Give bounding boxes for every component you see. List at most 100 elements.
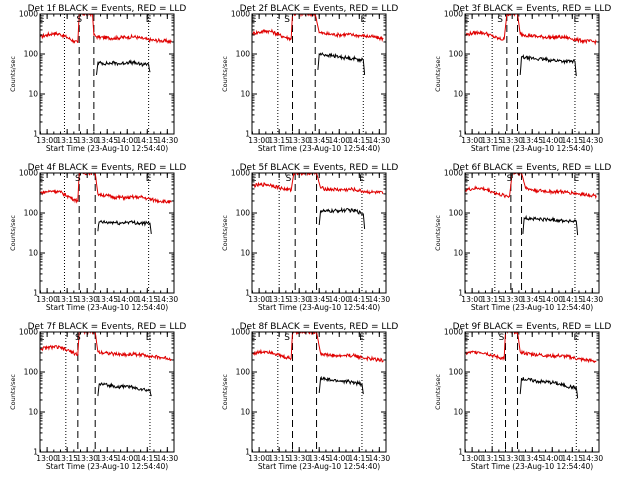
x-axis-label: Start Time (23-Aug-10 12:54:40) — [471, 303, 593, 312]
y-axis-label: Counts/sec — [434, 215, 442, 251]
x-tick-label: 13:30 — [501, 136, 523, 145]
y-tick-label: 10 — [240, 90, 250, 99]
lld-trace — [252, 332, 384, 363]
plot-area — [465, 173, 597, 293]
x-tick-label: 13:45 — [308, 136, 330, 145]
x-tick-label: 14:30 — [369, 295, 391, 304]
x-tick-label: 13:15 — [481, 295, 503, 304]
y-tick-label: 10 — [453, 408, 463, 417]
x-axis-label: Start Time (23-Aug-10 12:54:40) — [258, 462, 380, 471]
lld-trace — [252, 173, 384, 195]
x-tick-label: 13:00 — [36, 136, 58, 145]
x-tick-label: 13:45 — [521, 136, 543, 145]
marker-e: E — [146, 15, 152, 25]
x-tick-label: 13:45 — [521, 295, 543, 304]
marker-e: E — [573, 174, 579, 184]
y-tick-label: 100 — [24, 50, 39, 59]
marker-e: E — [464, 333, 470, 343]
y-tick-label: 100 — [236, 50, 251, 59]
y-axis-label: Counts/sec — [221, 374, 229, 410]
x-tick-label: 14:00 — [116, 295, 138, 304]
x-tick-label: 13:45 — [308, 454, 330, 463]
x-tick-label: 14:30 — [582, 454, 604, 463]
x-axis-label: Start Time (23-Aug-10 12:54:40) — [46, 303, 168, 312]
y-axis-label: Counts/sec — [434, 56, 442, 92]
marker-e: E — [251, 174, 257, 184]
x-tick-label: 13:00 — [248, 136, 270, 145]
marker-e: E — [573, 333, 579, 343]
x-tick-label: 14:30 — [157, 454, 179, 463]
y-axis-label: Counts/sec — [221, 215, 229, 251]
x-axis-label: Start Time (23-Aug-10 12:54:40) — [46, 462, 168, 471]
marker-s: S — [499, 333, 505, 343]
y-tick-label: 1000 — [19, 328, 38, 337]
marker-e: E — [359, 333, 365, 343]
y-tick-label: 100 — [236, 209, 251, 218]
x-tick-label: 13:45 — [96, 295, 118, 304]
events-trace — [96, 59, 151, 75]
y-tick-label: 10 — [453, 249, 463, 258]
marker-s: S — [75, 333, 81, 343]
marker-e: E — [251, 15, 257, 25]
y-tick-label: 100 — [24, 209, 39, 218]
marker-s: S — [75, 174, 81, 184]
y-tick-label: 1 — [245, 289, 250, 298]
x-tick-label: 13:45 — [96, 136, 118, 145]
y-tick-label: 1 — [245, 130, 250, 139]
x-tick-label: 13:30 — [501, 454, 523, 463]
y-axis-label: Counts/sec — [9, 56, 17, 92]
lld-trace — [465, 332, 597, 364]
x-tick-label: 13:15 — [56, 295, 78, 304]
y-tick-label: 10 — [28, 249, 38, 258]
x-tick-label: 13:15 — [481, 454, 503, 463]
events-trace — [97, 219, 152, 234]
panel-title: Det 6f BLACK = Events, RED = LLD — [453, 163, 612, 173]
y-tick-label: 1000 — [231, 10, 250, 19]
events-trace — [318, 375, 364, 395]
events-trace — [519, 54, 577, 77]
x-axis-label: Start Time (23-Aug-10 12:54:40) — [46, 144, 168, 153]
x-tick-label: 14:15 — [136, 454, 158, 463]
x-tick-label: 13:00 — [36, 454, 58, 463]
plot-area — [465, 332, 597, 452]
x-tick-label: 13:15 — [481, 136, 503, 145]
x-axis-label: Start Time (23-Aug-10 12:54:40) — [258, 144, 380, 153]
y-axis-label: Counts/sec — [9, 374, 17, 410]
y-tick-label: 1 — [33, 289, 38, 298]
y-tick-label: 1 — [458, 289, 463, 298]
marker-s: S — [284, 333, 290, 343]
detector-panel-3: Det 3f BLACK = Events, RED = LLD 1 10 100 10… — [434, 4, 611, 153]
x-tick-label: 14:30 — [582, 295, 604, 304]
x-tick-label: 14:15 — [136, 136, 158, 145]
marker-e: E — [39, 15, 45, 25]
panel-title: Det 5f BLACK = Events, RED = LLD — [240, 163, 399, 173]
x-tick-label: 13:30 — [288, 295, 310, 304]
y-tick-label: 10 — [28, 408, 38, 417]
x-tick-label: 14:00 — [116, 136, 138, 145]
plot-area — [465, 14, 597, 134]
x-tick-label: 14:15 — [348, 295, 370, 304]
x-tick-label: 13:30 — [76, 136, 98, 145]
x-tick-label: 13:30 — [288, 454, 310, 463]
marker-e: E — [146, 174, 152, 184]
plot-area — [40, 173, 172, 293]
marker-e: E — [251, 333, 257, 343]
events-trace — [317, 52, 366, 75]
marker-e: E — [573, 15, 579, 25]
events-trace — [519, 377, 579, 399]
x-tick-label: 13:15 — [56, 136, 78, 145]
detector-panel-9: Det 9f BLACK = Events, RED = LLD 1 10 100 10… — [434, 322, 611, 471]
x-tick-label: 13:15 — [268, 136, 290, 145]
x-axis-label: Start Time (23-Aug-10 12:54:40) — [258, 303, 380, 312]
panel-title: Det 7f BLACK = Events, RED = LLD — [28, 322, 187, 332]
y-axis-label: Counts/sec — [221, 56, 229, 92]
marker-e: E — [360, 15, 366, 25]
events-trace — [97, 381, 152, 397]
detector-panel-4: Det 4f BLACK = Events, RED = LLD 1 10 100 10… — [9, 163, 186, 312]
marker-e: E — [359, 174, 365, 184]
x-tick-label: 13:00 — [461, 454, 483, 463]
x-tick-label: 13:00 — [248, 295, 270, 304]
x-tick-label: 14:30 — [157, 295, 179, 304]
